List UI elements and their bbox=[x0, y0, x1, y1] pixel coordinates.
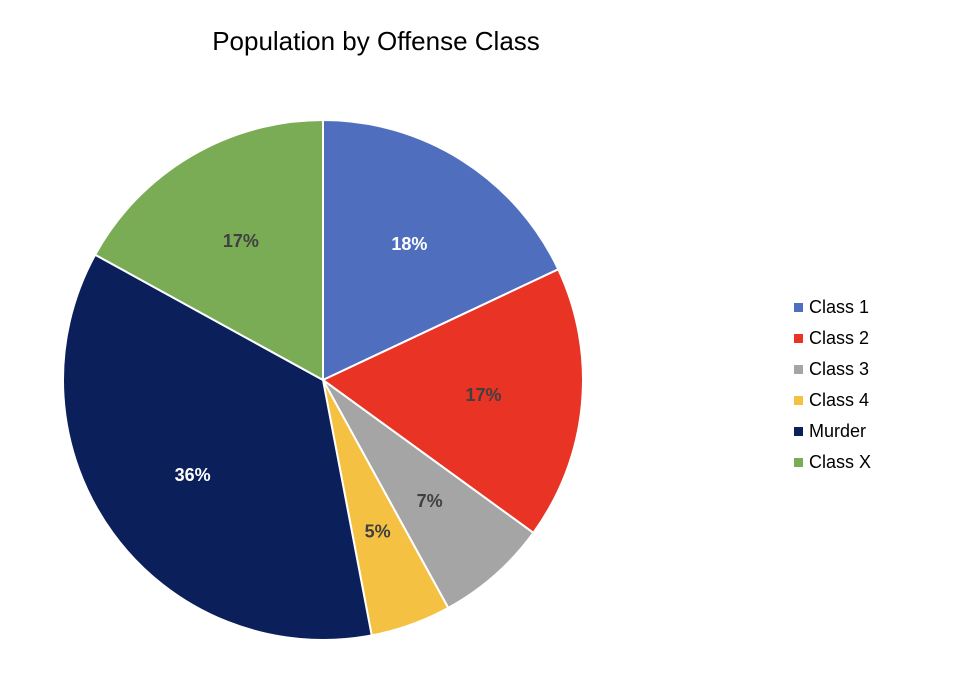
data-label-murder: 36% bbox=[175, 465, 211, 485]
legend-label: Murder bbox=[809, 421, 867, 441]
data-label-class-x: 17% bbox=[223, 231, 259, 251]
legend-label: Class 2 bbox=[809, 328, 870, 348]
legend-item-class-3: Class 3 bbox=[794, 354, 871, 385]
legend-label: Class 3 bbox=[809, 359, 870, 379]
legend-item-class-1: Class 1 bbox=[794, 292, 871, 323]
legend-swatch bbox=[794, 334, 803, 343]
legend-item-class-4: Class 4 bbox=[794, 385, 871, 416]
legend-item-class-2: Class 2 bbox=[794, 323, 871, 354]
pie-slice-class-2 bbox=[321, 267, 584, 535]
legend: Class 1 Class 2 Class 3 Class 4 Murder Class … bbox=[794, 292, 871, 478]
legend-label: Class 4 bbox=[809, 390, 870, 410]
legend-swatch bbox=[794, 365, 803, 374]
legend-label: Class X bbox=[809, 452, 872, 472]
pie-data-labels: 18% 17% 7% 5% 36% 17% bbox=[175, 231, 502, 542]
chart-title: Population by Offense Class bbox=[212, 26, 540, 56]
legend-item-murder: Murder bbox=[794, 416, 871, 447]
data-label-class-2: 17% bbox=[465, 385, 501, 405]
legend-swatch bbox=[794, 458, 803, 467]
legend-label: Class 1 bbox=[809, 297, 870, 317]
pie-slice-class-x bbox=[93, 118, 324, 382]
legend-swatch bbox=[794, 427, 803, 436]
data-label-class-1: 18% bbox=[391, 234, 427, 254]
legend-swatch bbox=[794, 396, 803, 405]
pie-slice-class-3 bbox=[322, 379, 535, 610]
legend-item-class-x: Class X bbox=[794, 447, 871, 478]
pie-slice-class-1 bbox=[322, 118, 560, 382]
legend-swatch bbox=[794, 303, 803, 312]
pie-slice-murder bbox=[62, 253, 373, 641]
data-label-class-3: 7% bbox=[417, 491, 443, 511]
pie-slices bbox=[62, 118, 584, 641]
data-label-class-4: 5% bbox=[365, 522, 391, 542]
